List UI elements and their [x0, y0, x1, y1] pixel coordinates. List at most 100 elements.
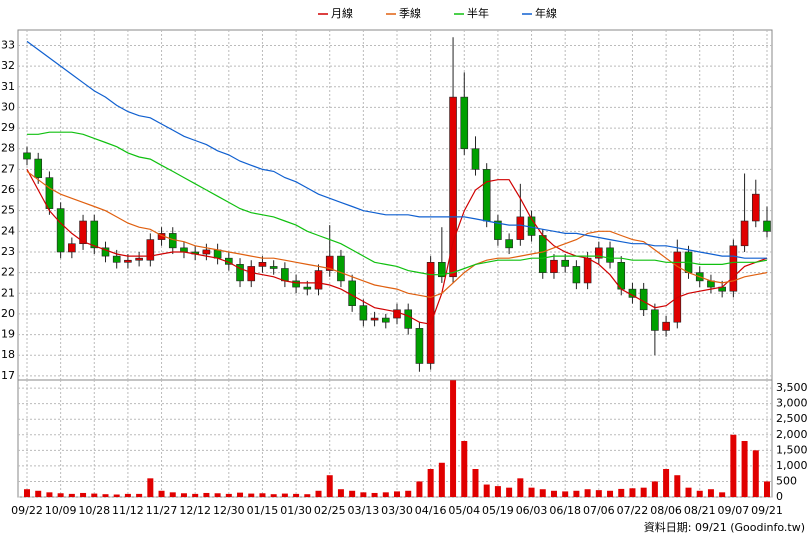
- y-tick-label: 26: [1, 183, 15, 196]
- y-tick-label: 22: [1, 266, 15, 279]
- candle-body: [79, 220, 87, 245]
- volume-bar: [102, 494, 109, 497]
- candle-body: [595, 247, 603, 259]
- y-tick-label: 18: [1, 348, 15, 361]
- candle-body: [359, 305, 368, 321]
- volume-bar: [360, 492, 367, 497]
- candle-body: [213, 249, 222, 259]
- volume-bar: [371, 492, 378, 497]
- candle-body: [23, 152, 31, 160]
- volume-bar: [136, 493, 143, 497]
- volume-bar: [595, 490, 602, 497]
- y-tick-label: 21: [1, 286, 15, 299]
- volume-bar: [528, 487, 535, 497]
- volume-bar: [237, 492, 244, 497]
- volume-bar: [730, 434, 737, 497]
- volume-bar: [584, 489, 591, 497]
- candle-body: [751, 193, 760, 222]
- volume-bar: [741, 440, 748, 497]
- candle-body: [572, 266, 581, 284]
- candle-body: [561, 259, 569, 267]
- candle-body: [460, 96, 469, 150]
- y2-tick-label: 3,000: [776, 397, 808, 410]
- candle-body: [112, 255, 121, 263]
- candle-body: [583, 257, 592, 284]
- candle-body: [438, 262, 446, 278]
- x-tick-label: 08/06: [650, 504, 682, 517]
- volume-bar: [46, 492, 53, 497]
- candle-body: [101, 247, 110, 257]
- ma-line: [27, 131, 768, 276]
- volume-bar: [259, 493, 266, 497]
- candle-body: [729, 245, 738, 292]
- x-tick-label: 09/22: [11, 504, 43, 517]
- volume-bar: [539, 489, 546, 497]
- volume-bar: [394, 491, 400, 497]
- candle-body: [56, 208, 65, 253]
- candle-body: [292, 280, 300, 288]
- y2-tick-label: 2,500: [776, 412, 808, 425]
- y2-tick-label: 2,000: [776, 428, 808, 441]
- ma-line: [26, 170, 768, 299]
- candle-body: [45, 177, 54, 209]
- volume-bar: [607, 490, 614, 497]
- volume-bar: [707, 489, 714, 497]
- volume-bar: [640, 487, 647, 497]
- volume-bar: [416, 481, 423, 497]
- candle-body: [606, 247, 614, 263]
- volume-bar: [180, 493, 187, 497]
- volume-bar: [91, 493, 98, 497]
- y2-tick-label: 500: [776, 474, 797, 487]
- volume-bar: [405, 490, 412, 497]
- volume-bar: [270, 494, 277, 497]
- candle-body: [381, 317, 390, 323]
- volume-bar: [281, 493, 288, 497]
- volume-bar: [629, 488, 636, 497]
- x-tick-label: 11/12: [112, 504, 144, 517]
- volume-bar: [214, 493, 221, 497]
- x-tick-label: 03/13: [348, 504, 380, 517]
- y2-tick-label: 3,500: [776, 381, 808, 394]
- volume-bar: [550, 490, 557, 497]
- volume-bar: [349, 490, 356, 497]
- y-tick-label: 20: [1, 307, 15, 320]
- ma-line: [26, 40, 767, 259]
- candle-body: [449, 96, 457, 278]
- candle-body: [550, 259, 558, 273]
- candle-body: [415, 328, 424, 364]
- x-tick-label: 03/30: [381, 504, 413, 517]
- candle-body: [90, 220, 99, 249]
- volume-bar: [24, 489, 30, 497]
- y-tick-label: 33: [1, 38, 15, 51]
- legend-label: 半年: [467, 6, 489, 20]
- x-tick-label: 06/03: [516, 504, 548, 517]
- candle-body: [258, 262, 267, 267]
- candle-body: [180, 247, 188, 253]
- volume-bar: [450, 380, 457, 497]
- volume-bar: [248, 493, 255, 497]
- volume-bar: [80, 492, 87, 497]
- candle-body: [404, 309, 413, 329]
- volume-bar: [483, 484, 490, 497]
- volume-bar: [293, 493, 300, 497]
- candle-body: [662, 321, 670, 331]
- y-tick-label: 27: [1, 162, 15, 175]
- x-tick-label: 06/18: [549, 504, 581, 517]
- candle-body: [269, 266, 278, 269]
- price-panel: [17, 29, 773, 381]
- y-tick-label: 30: [1, 100, 15, 113]
- volume-bar: [494, 486, 501, 497]
- x-tick-label: 05/19: [482, 504, 514, 517]
- candle-body: [281, 268, 289, 282]
- y2-tick-label: 1,500: [776, 443, 808, 456]
- y-tick-label: 23: [1, 245, 15, 258]
- volume-bar: [382, 492, 389, 497]
- volume-bar: [752, 450, 759, 497]
- y-tick-label: 29: [1, 121, 15, 134]
- volume-bar: [764, 481, 770, 497]
- candle-body: [494, 220, 502, 240]
- volume-bar: [472, 468, 479, 497]
- footer: 資料日期: 09/21 (Goodinfo.tw): [644, 520, 805, 534]
- volume-bar: [113, 494, 120, 497]
- x-tick-label: 05/04: [448, 504, 480, 517]
